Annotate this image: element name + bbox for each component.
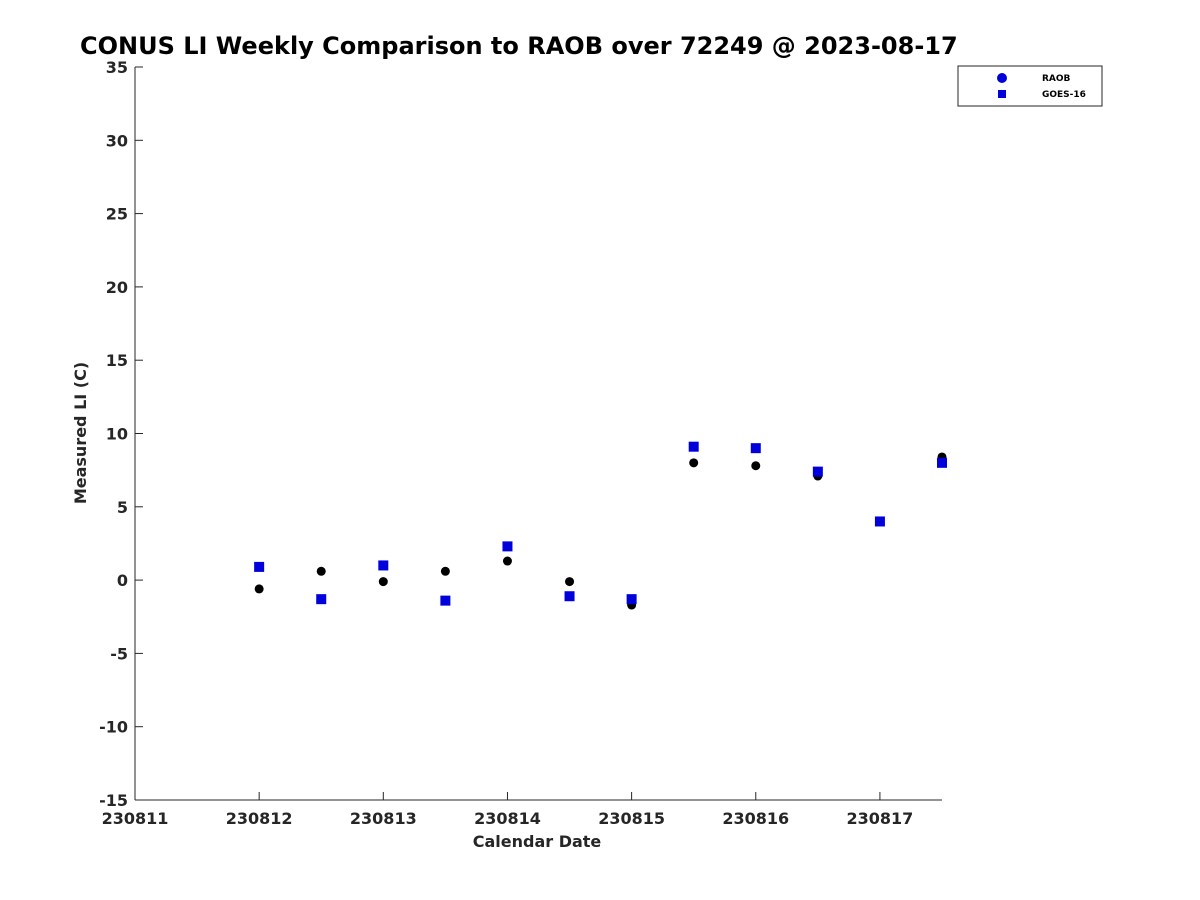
legend-box [957,65,1103,107]
plot-area [134,67,942,801]
x-tick-label: 230814 [474,809,541,828]
raob-point [751,461,761,471]
y-tick-label: -15 [99,791,128,810]
legend-label-raob: RAOB [1042,74,1071,84]
goes-16-point [564,591,575,602]
x-tick-label: 230812 [226,809,293,828]
y-tick-label: 35 [106,58,128,77]
y-axis-ticks: -15 -10 -5 0 5 10 15 20 25 30 35 [99,58,143,810]
data-marks [254,441,947,610]
raob-point [440,566,450,576]
x-tick-label: 230817 [847,809,914,828]
x-axis-ticks: 230811 230812 230813 230814 230815 230816 2308… [102,792,914,828]
goes-16-point [937,457,947,468]
y-tick-label: 15 [106,351,128,370]
goes-16-point [626,594,637,605]
raob-point [316,566,326,576]
x-tick-label: 230816 [722,809,789,828]
y-tick-label: 5 [117,498,128,517]
goes-16-point [378,560,389,571]
raob-point [565,577,575,587]
goes-16-point [440,595,451,606]
y-tick-label: 20 [106,278,128,297]
y-tick-label: 25 [106,205,128,224]
chart-title: CONUS LI Weekly Comparison to RAOB over … [80,32,958,60]
goes-16-point [750,443,761,454]
raob-point [502,556,512,566]
goes-16-point [254,561,265,572]
y-tick-label: 30 [106,131,128,150]
y-tick-label: -5 [110,644,128,663]
legend-marker-goes-16 [998,90,1006,98]
x-tick-label: 230815 [598,809,665,828]
x-tick-label: 230811 [102,809,169,828]
raob-point [378,577,388,587]
legend-label-goes-16: GOES-16 [1042,90,1086,100]
goes-16-point [874,516,885,527]
goes-16-point [316,594,327,605]
x-axis-title: Calendar Date [473,832,602,851]
goes-16-point [812,466,823,477]
raob-point [689,458,699,468]
y-tick-label: 0 [117,571,128,590]
raob-point [254,584,264,594]
y-tick-label: -10 [99,718,128,737]
y-axis-title: Measured LI (C) [71,362,90,504]
x-tick-label: 230813 [350,809,417,828]
goes-16-point [502,541,513,552]
legend: RAOB GOES-16 [957,65,1103,107]
y-tick-label: 10 [106,425,128,444]
legend-marker-raob [997,73,1007,83]
goes-16-point [688,441,699,452]
